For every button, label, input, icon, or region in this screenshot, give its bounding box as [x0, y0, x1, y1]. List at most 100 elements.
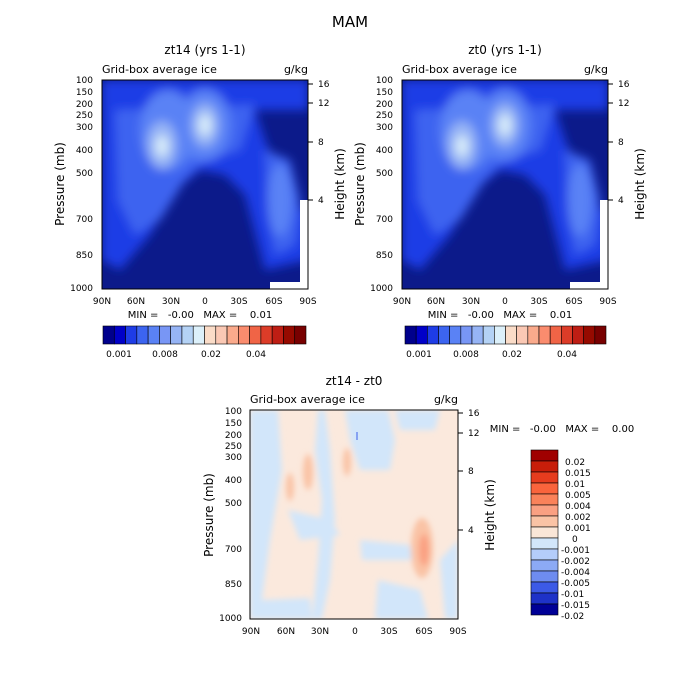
negative-region — [375, 580, 428, 619]
pressure-tick-label: 400 — [376, 146, 393, 156]
x-tick-label: 30S — [530, 297, 547, 307]
height-tick-label: 16 — [618, 80, 630, 90]
pressure-tick-label: 1000 — [219, 614, 242, 624]
field-contour — [568, 164, 592, 236]
height-tick-label: 4 — [318, 196, 324, 206]
figure-title: MAM — [332, 13, 368, 31]
field-contour — [456, 135, 468, 157]
y2-axis-title: Height (km) — [633, 148, 647, 219]
colorbar-cell — [530, 493, 559, 506]
pressure-tick-label: 850 — [376, 251, 393, 261]
x-tick-label: 30N — [162, 297, 180, 307]
pressure-tick-label: 100 — [225, 407, 242, 417]
heatmap-field — [102, 80, 308, 289]
pressure-tick-label: 400 — [225, 476, 242, 486]
pressure-tick-label: 100 — [376, 76, 393, 86]
height-tick-label: 4 — [468, 526, 474, 536]
panel-title: zt14 - zt0 — [326, 374, 383, 388]
colorbar-cell — [530, 559, 559, 572]
pressure-tick-label: 850 — [76, 251, 93, 261]
pressure-tick-label: 250 — [376, 111, 393, 121]
plot-frame — [249, 409, 459, 620]
colorbar-cell — [594, 325, 607, 345]
x-tick-label: 60S — [565, 297, 582, 307]
pressure-tick-label: 500 — [376, 169, 393, 179]
panel-title: zt0 (yrs 1-1) — [468, 43, 542, 57]
colorbar-cell — [471, 325, 484, 345]
field-contour — [199, 114, 211, 136]
panel-units-label: g/kg — [434, 393, 458, 406]
colorbar-cell — [215, 325, 228, 345]
pressure-tick-label: 150 — [225, 419, 242, 429]
colorbar-cell — [204, 325, 217, 345]
min-max-stats: MIN = -0.00 MAX = 0.01 — [428, 310, 572, 321]
panel-zt14: zt14 (yrs 1-1) Grid-box average ice g/kg — [53, 43, 347, 360]
colorbar-label: 0.02 — [201, 350, 221, 360]
colorbar-cell — [415, 325, 428, 345]
x-tick-label: 90S — [599, 297, 616, 307]
colorbar-cell — [294, 325, 307, 345]
height-tick-label: 12 — [318, 99, 329, 109]
field-contour — [268, 164, 292, 236]
field-contour — [499, 114, 511, 136]
min-max-stats: MIN = -0.00 MAX = 0.01 — [128, 310, 272, 321]
colorbar-cell — [449, 325, 462, 345]
colorbar-cell — [530, 482, 559, 495]
negative-region — [360, 540, 412, 560]
colorbar-cell — [238, 325, 250, 345]
x-tick-label: 60N — [427, 297, 445, 307]
colorbar-label: 0.008 — [152, 350, 178, 360]
colorbar-cell — [530, 504, 559, 517]
colorbar-cell — [181, 325, 194, 345]
colorbar-label: -0.001 — [561, 546, 590, 556]
positive-contour — [343, 448, 351, 476]
x-tick-label: 30N — [311, 627, 329, 637]
x-tick-label: 90N — [93, 297, 111, 307]
colorbar: 0.02 0.015 0.01 0.005 0.004 0.002 0.001 … — [530, 449, 591, 622]
plot-frame — [101, 79, 309, 290]
colorbar-label: 0.01 — [565, 480, 585, 490]
colorbar-label: -0.005 — [561, 579, 590, 589]
pressure-tick-label: 1000 — [70, 284, 93, 294]
colorbar-label: 0.001 — [106, 350, 132, 360]
heatmap-field — [402, 80, 608, 289]
height-tick-label: 16 — [318, 80, 330, 90]
colorbar-cells — [102, 325, 307, 345]
colorbar-cell — [527, 325, 540, 345]
y2-axis-title: Height (km) — [333, 148, 347, 219]
colorbar-cell — [530, 603, 559, 616]
pressure-tick-label: 150 — [376, 88, 393, 98]
field-contour — [156, 135, 168, 157]
y-axis-title: Pressure (mb) — [353, 142, 367, 226]
x-tick-labels: 90N 60N 30N 0 30S 60S 90S — [393, 297, 617, 307]
pressure-tick-label: 700 — [376, 215, 393, 225]
negative-region — [345, 410, 395, 470]
negative-region — [258, 598, 312, 619]
y-axis-title: Pressure (mb) — [53, 142, 67, 226]
pressure-tick-label: 100 — [76, 76, 93, 86]
colorbar-cell — [530, 570, 559, 583]
y2-tick-labels: 16 12 8 4 — [318, 80, 330, 206]
height-tick-label: 16 — [468, 409, 480, 419]
pressure-tick-label: 200 — [376, 100, 393, 110]
colorbar-cell — [583, 325, 596, 345]
pressure-tick-label: 300 — [376, 123, 393, 133]
negative-region — [440, 540, 458, 619]
x-tick-label: 90N — [242, 627, 260, 637]
panel-variable-label: Grid-box average ice — [250, 393, 365, 406]
pressure-tick-label: 500 — [225, 499, 242, 509]
colorbar-cell — [572, 325, 584, 345]
colorbar-cell — [494, 325, 506, 345]
y2-tick-labels: 16 12 8 4 — [468, 409, 480, 536]
x-tick-label: 0 — [352, 627, 358, 637]
pressure-tick-label: 250 — [225, 442, 242, 452]
positive-contour — [286, 473, 294, 501]
colorbar-label: -0.01 — [561, 590, 584, 600]
missing-data-region — [570, 282, 608, 289]
colorbar-cell — [438, 325, 450, 345]
colorbar-cell — [516, 325, 529, 345]
y-axis-title: Pressure (mb) — [202, 473, 216, 557]
pressure-tick-label: 200 — [76, 100, 93, 110]
colorbar-cell — [530, 581, 559, 594]
